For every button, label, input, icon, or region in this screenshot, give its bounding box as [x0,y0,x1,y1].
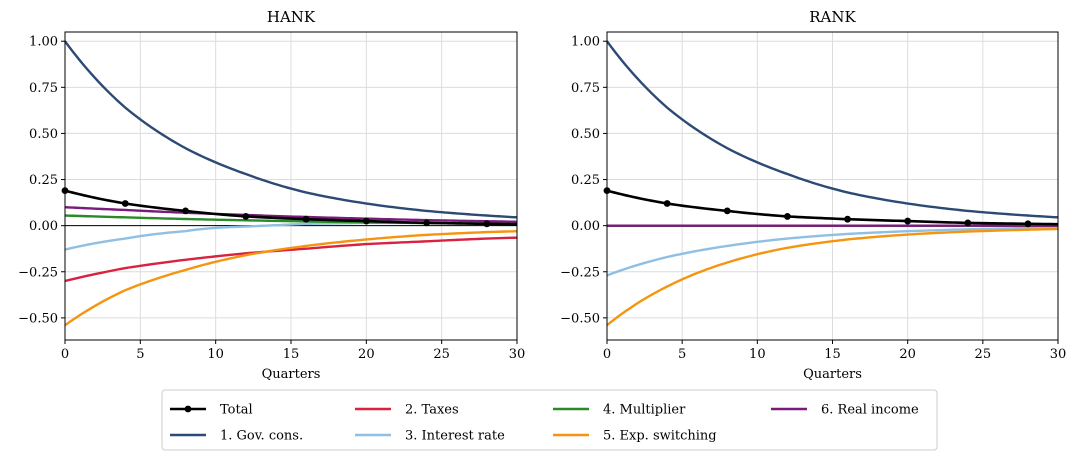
x-tick-label: 0 [61,347,69,362]
series-point-total [242,213,250,220]
y-tick-label: −0.50 [18,311,58,326]
series-point-total [844,215,851,223]
series-line-total [64,189,518,226]
x-tick-label: 5 [678,347,686,362]
x-axis-label: Quarters [803,367,862,382]
y-tick-label: 0.00 [571,219,600,234]
x-tick-label: 30 [1050,347,1067,362]
legend-label: Total [220,403,253,418]
legend-item-2-taxes: 2. Taxes [355,403,459,418]
series-line-5-exp-switching [606,227,1059,327]
x-tick-label: 0 [603,347,611,362]
series-line-1-gov-cons [64,40,518,219]
y-tick-label: −0.25 [560,265,600,280]
series-line-2-taxes [64,236,518,283]
series-line-3-interest-rate [606,226,1059,277]
legend-label: 3. Interest rate [405,429,505,444]
series-line-5-exp-switching [64,229,518,327]
series-line-6-real-income [64,206,518,223]
series-point-total [483,220,491,228]
x-axis-label: Quarters [262,367,321,382]
legend-label: 6. Real income [821,403,919,418]
x-tick-label: 15 [283,347,300,362]
panel-title: RANK [809,8,856,26]
series-point-total [663,200,671,207]
y-tick-label: 0.75 [29,81,58,96]
y-tick-label: 1.00 [29,35,58,50]
legend-label: 4. Multiplier [603,403,686,418]
legend-item-4-multiplier: 4. Multiplier [553,403,686,418]
series-point-total [964,219,972,227]
x-tick-label: 5 [136,347,144,362]
legend-marker [184,405,192,413]
series-point-total [121,200,129,207]
legend-item-1-gov-cons: 1. Gov. cons. [170,429,303,444]
x-tick-label: 25 [975,347,992,362]
y-tick-label: 0.25 [571,173,600,188]
panel-title: HANK [267,8,316,26]
series-point-total [362,217,370,225]
y-tick-label: 0.25 [29,173,58,188]
legend-label: 1. Gov. cons. [220,429,303,444]
x-tick-label: 30 [509,347,526,362]
series-line-total [606,189,1059,226]
series-point-total [784,213,791,220]
x-tick-label: 25 [433,347,450,362]
y-tick-label: 0.50 [29,127,58,142]
legend-item-total: Total [170,403,253,418]
x-tick-label: 10 [207,347,224,362]
y-tick-label: −0.50 [560,311,600,326]
panel-rank: 0 5 10 15 20 25 30 −0.50 −0.25 0.00 0.25 0.50 0.75 1.… [560,8,1066,382]
x-tick-label: 20 [358,347,375,362]
y-tick-label: 1.00 [571,35,600,50]
series-point-total [1024,220,1032,228]
y-tick-label: 0.75 [571,81,600,96]
legend-item-3-interest-rate: 3. Interest rate [355,429,505,444]
legend: Total 1. Gov. cons. 2. Taxes 3. Interest ra… [161,389,938,451]
y-tick-label: −0.25 [18,265,58,280]
series-point-total [423,219,430,227]
series-point-total [904,217,912,225]
series-point-total [723,207,731,215]
series-point-total [302,215,310,223]
x-tick-label: 20 [899,347,916,362]
legend-item-6-real-income: 6. Real income [771,403,919,418]
series-point-total [182,207,189,215]
y-tick-label: 0.00 [29,219,58,234]
panel-hank: 0 5 10 15 20 25 30 −0.50 −0.25 0.00 0.25 0.50 0.75 1.… [18,8,525,382]
series-line-1-gov-cons [606,40,1059,219]
x-tick-label: 10 [749,347,766,362]
x-tick-label: 15 [824,347,841,362]
legend-label: 2. Taxes [405,403,459,418]
legend-item-5-exp-switching: 5. Exp. switching [553,429,717,444]
y-tick-label: 0.50 [571,127,600,142]
legend-label: 5. Exp. switching [603,429,717,444]
